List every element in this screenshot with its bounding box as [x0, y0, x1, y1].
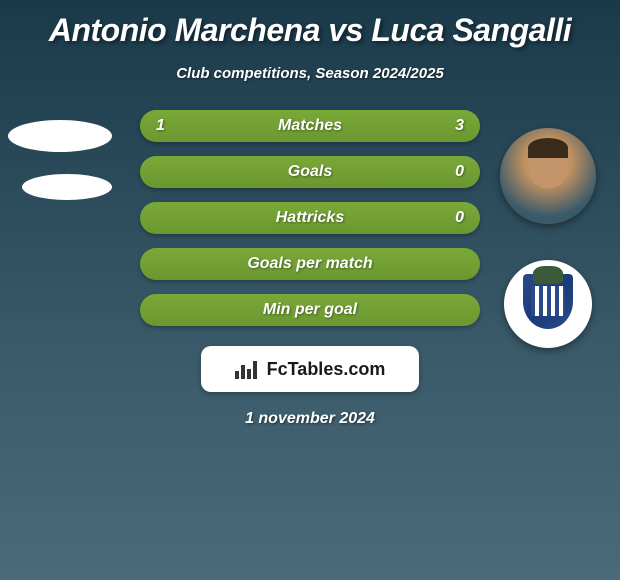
- brand-text: FcTables.com: [267, 359, 386, 380]
- stat-label: Hattricks: [276, 209, 344, 227]
- left-player-photo-placeholder: [8, 120, 112, 152]
- right-player-avatars: [500, 128, 596, 348]
- stat-label: Goals: [288, 163, 332, 181]
- stat-row-hattricks: Hattricks 0: [140, 202, 480, 234]
- stat-row-goals-per-match: Goals per match: [140, 248, 480, 280]
- stat-right-value: 0: [444, 163, 464, 181]
- stat-right-value: 0: [444, 209, 464, 227]
- date-label: 1 november 2024: [0, 410, 620, 428]
- right-player-photo: [500, 128, 596, 224]
- left-club-logo-placeholder: [22, 174, 112, 200]
- season-subtitle: Club competitions, Season 2024/2025: [0, 65, 620, 82]
- stat-row-min-per-goal: Min per goal: [140, 294, 480, 326]
- stat-right-value: 3: [444, 117, 464, 135]
- stat-label: Goals per match: [247, 255, 372, 273]
- brand-box: FcTables.com: [201, 346, 419, 392]
- left-player-avatars: [8, 120, 112, 200]
- stat-label: Matches: [278, 117, 342, 135]
- stat-left-value: 1: [156, 117, 176, 135]
- stat-label: Min per goal: [263, 301, 357, 319]
- stat-row-matches: 1 Matches 3: [140, 110, 480, 142]
- stat-row-goals: Goals 0: [140, 156, 480, 188]
- right-club-logo: [504, 260, 592, 348]
- comparison-title: Antonio Marchena vs Luca Sangalli: [0, 0, 620, 49]
- chart-icon: [235, 359, 259, 379]
